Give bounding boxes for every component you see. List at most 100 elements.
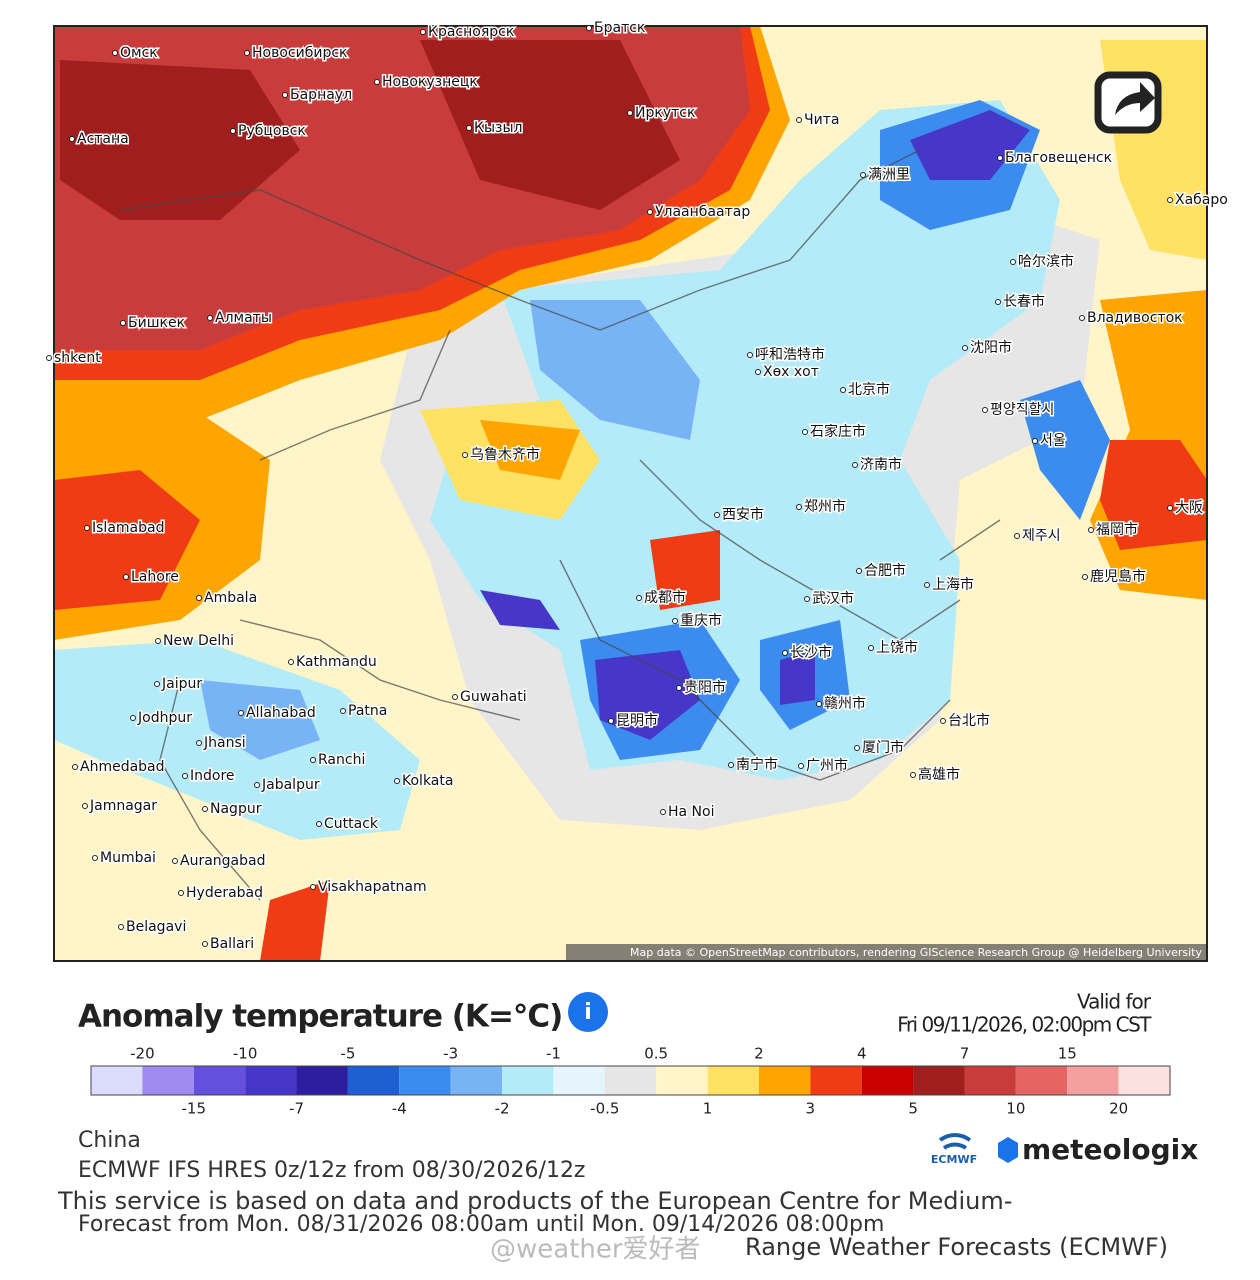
city-label: Mumbai (100, 850, 156, 866)
scale-swatch (245, 1066, 297, 1095)
city-label: 赣州市 (824, 695, 866, 712)
city-label: 呼和浩特市 (755, 346, 825, 363)
city-dot (816, 701, 822, 707)
city-dot (120, 320, 126, 326)
scale-swatch (707, 1066, 759, 1095)
scale-label: -1 (546, 1045, 561, 1063)
scale-label: 1 (703, 1100, 713, 1118)
city-label: Владивосток (1087, 310, 1183, 326)
city-label: Belagavi (126, 919, 186, 935)
scale-swatch (1015, 1066, 1068, 1095)
city-label: Jabalpur (261, 777, 320, 793)
city-label: Алматы (215, 310, 272, 326)
city-dot (995, 299, 1001, 305)
city-label: Aurangabad (180, 853, 265, 869)
city-dot (202, 941, 208, 947)
city-dot (924, 582, 930, 588)
city-label: Астана (77, 131, 129, 147)
city-dot (860, 172, 866, 178)
scale-label: -10 (233, 1045, 258, 1063)
scale-label: 15 (1058, 1045, 1077, 1063)
city-label: Ha Noi (668, 804, 714, 820)
city-dot (636, 595, 642, 601)
city-dot (244, 50, 250, 56)
scale-swatch (604, 1066, 657, 1095)
info-button[interactable]: i (568, 992, 608, 1032)
scale-swatch (296, 1066, 348, 1095)
city-dot (207, 315, 213, 321)
city-label: Ahmedabad (80, 759, 165, 775)
scale-swatch (913, 1066, 965, 1095)
city-dot (854, 745, 860, 751)
share-button[interactable] (1094, 71, 1162, 134)
service-note: This service is based on data and produc… (57, 1187, 1012, 1215)
city-dot (196, 595, 202, 601)
city-dot (72, 764, 78, 770)
model: ECMWF IFS HRES 0z/12z from 08/30/2026/12… (78, 1158, 585, 1183)
scale-swatch (193, 1066, 246, 1095)
city-label: 贵阳市 (684, 679, 726, 696)
city-label: 济南市 (860, 456, 902, 473)
city-label: 台北市 (948, 712, 990, 729)
ecmwf-logo: ECMWF (931, 1133, 977, 1166)
city-label: Lahore (131, 569, 179, 585)
city-label: 上海市 (932, 576, 974, 593)
scale-swatch (1118, 1066, 1170, 1095)
city-label: 서울 (1040, 433, 1066, 449)
scale-label: -0.5 (590, 1100, 619, 1118)
city-dot (782, 650, 788, 656)
svg-text:meteologix: meteologix (1022, 1133, 1198, 1166)
city-dot (123, 574, 129, 580)
city-dot (647, 209, 653, 215)
city-dot (1167, 505, 1173, 511)
city-dot (868, 645, 874, 651)
city-dot (112, 50, 118, 56)
city-label: Jamnagar (89, 798, 157, 814)
scale-swatch (91, 1066, 143, 1095)
city-label: Guwahati (460, 689, 527, 705)
scale-swatch (553, 1066, 605, 1095)
city-dot (804, 596, 810, 602)
scale-label: -5 (340, 1045, 355, 1063)
scale-label: 4 (857, 1045, 867, 1063)
city-dot (852, 462, 858, 468)
city-dot (714, 512, 720, 518)
city-dot (316, 821, 322, 827)
valid-time: Fri 09/11/2026, 02:00pm CST (897, 1013, 1152, 1037)
city-label: Новосибирск (252, 45, 347, 61)
legend-title: Anomaly temperature (K=°C) (78, 999, 562, 1035)
city-dot (1082, 574, 1088, 580)
city-label: Nagpur (210, 801, 262, 817)
attribution-bg (566, 944, 1206, 960)
city-label: Hyderabad (186, 885, 263, 901)
city-dot (394, 778, 400, 784)
forecast-range: Forecast from Mon. 08/31/2026 08:00am un… (78, 1212, 884, 1237)
city-dot (92, 855, 98, 861)
city-label: Jhansi (203, 735, 246, 751)
city-label: 大阪 (1175, 500, 1203, 516)
city-dot (1088, 527, 1094, 533)
city-label: Patna (348, 703, 387, 719)
city-label: Омск (120, 45, 158, 61)
city-label: 重庆市 (680, 612, 722, 629)
city-dot (310, 757, 316, 763)
city-dot (672, 618, 678, 624)
scale-label: 2 (754, 1045, 764, 1063)
scale-label: 20 (1109, 1100, 1128, 1118)
city-label: 沈阳市 (970, 339, 1012, 356)
city-label: Новокузнецк (382, 74, 478, 90)
city-label: Братск (594, 20, 645, 36)
city-dot (627, 110, 633, 116)
city-dot (374, 79, 380, 85)
city-label: Jodhpur (137, 710, 192, 726)
city-dot (728, 762, 734, 768)
city-label: 哈尔滨市 (1018, 253, 1074, 270)
city-dot (1079, 315, 1085, 321)
city-dot (420, 29, 426, 35)
city-label: 高雄市 (918, 766, 960, 783)
city-label: 西安市 (722, 506, 764, 523)
valid-for: Valid for (1077, 990, 1152, 1014)
scale-swatch (1067, 1066, 1119, 1095)
city-label: Islamabad (92, 520, 164, 536)
